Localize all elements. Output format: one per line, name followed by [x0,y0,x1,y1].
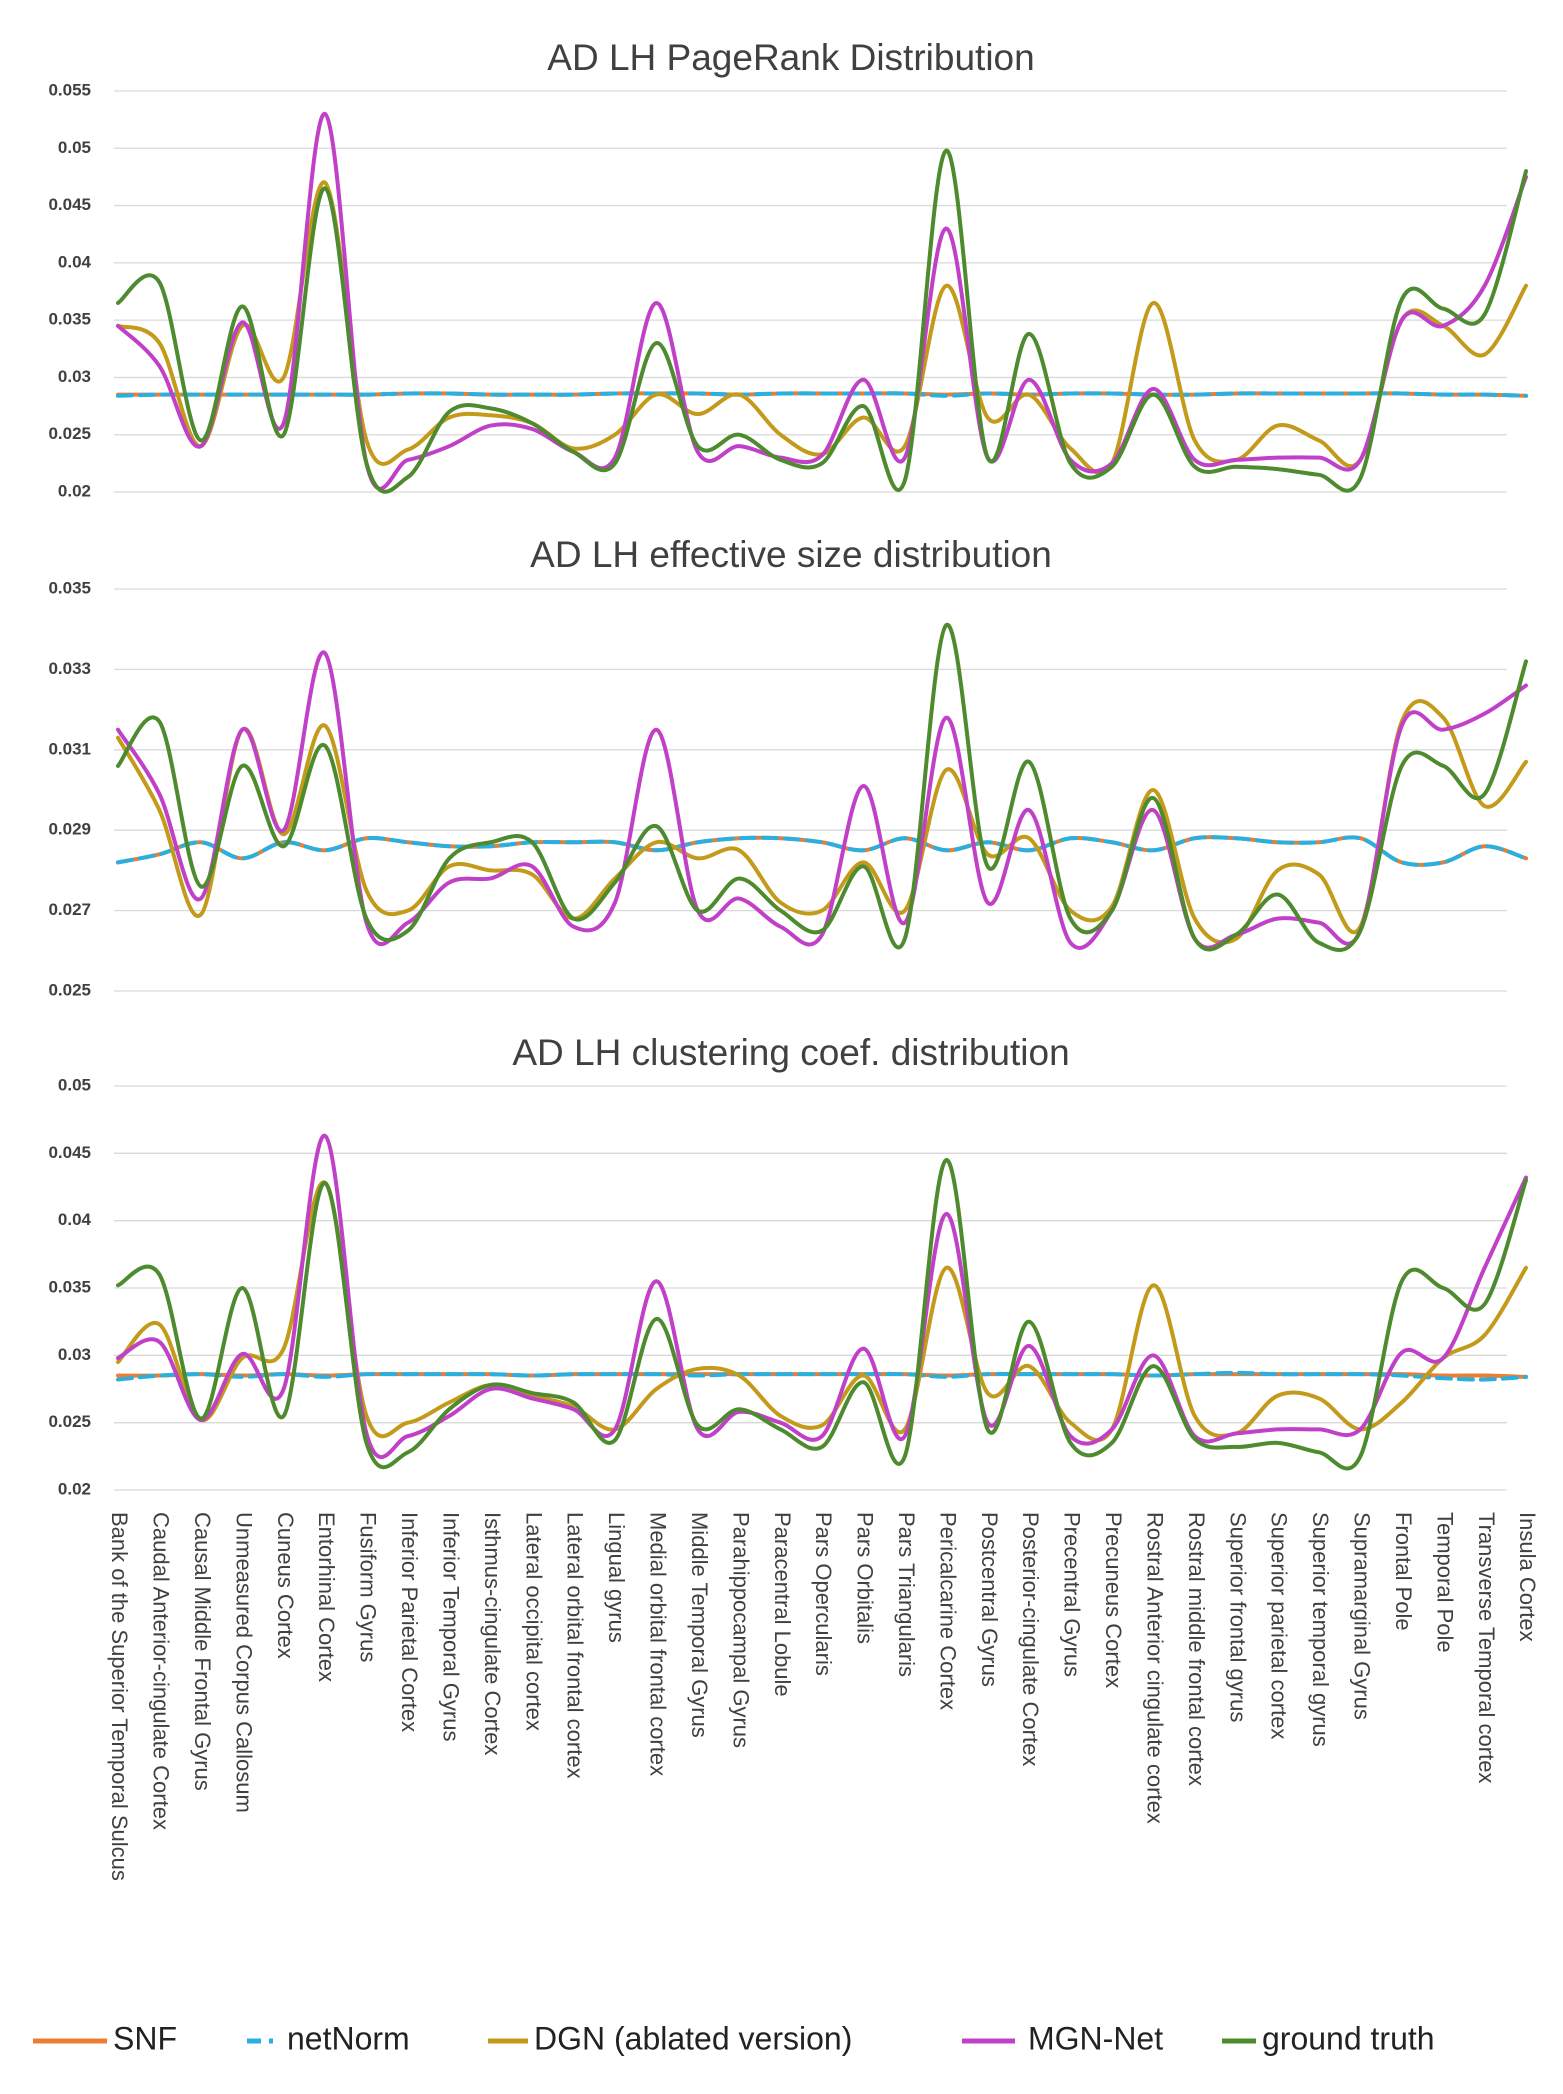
legend-label: SNF [113,2020,177,2056]
x-tick-label: Superior parietal cortex [1267,1512,1292,1739]
x-tick-label: Rostral middle frontal cortex [1184,1512,1209,1786]
x-tick-label: Supramarginal Gyrus [1350,1512,1375,1720]
y-tick-label: 0.04 [58,1210,92,1229]
series-line [116,391,1528,398]
y-tick-label: 0.031 [48,739,91,758]
x-tick-label: Isthmus-cingulate Cortex [480,1512,505,1755]
x-tick-label: Superior temporal gyrus [1308,1512,1333,1747]
y-tick-label: 0.025 [48,980,91,999]
x-tick-label: Pars Orbitalis [853,1512,878,1644]
y-tick-label: 0.04 [58,252,92,271]
x-tick-label: Pars Triangularis [894,1512,919,1677]
x-tick-label: Frontal Pole [1391,1512,1416,1631]
x-tick-label: Lateral occipital cortex [521,1512,546,1731]
x-tick-label: Rostral Anterior cingulate cortex [1142,1512,1167,1824]
y-tick-label: 0.035 [48,310,91,329]
y-tick-label: 0.03 [58,367,91,386]
series-line [116,1133,1528,1460]
y-tick-label: 0.045 [48,1143,91,1162]
y-tick-label: 0.05 [58,138,91,157]
x-tick-label: Causal Middle Frontal Gyrus [190,1512,215,1791]
series-line [116,1158,1528,1471]
x-tick-label: Superior frontal gyrus [1225,1512,1250,1722]
x-tick-label: Bank of the Superior Temporal Sulcus [107,1512,132,1881]
x-tick-label: Postcentral Gyrus [977,1512,1002,1687]
y-tick-label: 0.02 [58,481,91,500]
x-tick-label: Entorhinal Cortex [314,1512,339,1682]
x-tick-label: Pericalcarine Cortex [935,1512,960,1710]
x-tick-label: Cuneus Cortex [273,1512,298,1659]
y-tick-label: 0.025 [48,1412,91,1431]
y-tick-label: 0.055 [48,80,91,99]
y-tick-label: 0.029 [48,820,91,839]
x-tick-label: Paracentral Lobule [770,1512,795,1697]
x-tick-label: Precentral Gyrus [1060,1512,1085,1677]
y-tick-label: 0.035 [48,1277,91,1296]
x-tick-label: Middle Temporal Gyrus [687,1512,712,1738]
chart-title: AD LH clustering coef. distribution [512,1032,1069,1073]
y-tick-label: 0.02 [58,1479,91,1498]
x-tick-label: Transverse Temporal cortex [1474,1512,1499,1783]
x-tick-label: Inferior Temporal Gyrus [438,1512,463,1741]
x-tick-label: Unmeasured Corpus Callosum [231,1512,256,1813]
x-tick-label: Lateral orbital frontal cortex [563,1512,588,1779]
x-tick-label: Pars Opercularis [811,1512,836,1676]
x-tick-label: Precuneus Cortex [1101,1512,1126,1688]
chart-title: AD LH effective size distribution [530,534,1052,575]
legend-label: ground truth [1262,2020,1435,2056]
series-line [116,623,1528,952]
x-tick-label: Inferior Parietal Cortex [397,1512,422,1732]
x-tick-label: Fusiform Gyrus [356,1512,381,1662]
legend-label: netNorm [287,2020,410,2056]
series-line [116,148,1528,494]
x-tick-label: Temporal Pole [1432,1512,1457,1653]
y-tick-label: 0.045 [48,195,91,214]
legend-label: DGN (ablated version) [534,2020,852,2056]
x-tick-label: Insula Cortex [1515,1512,1540,1642]
y-tick-label: 0.027 [48,900,91,919]
series-line [116,1370,1528,1382]
y-tick-label: 0.025 [48,424,91,443]
y-tick-label: 0.033 [48,659,91,678]
x-tick-label: Medial orbital frontal cortex [646,1512,671,1776]
x-tick-label: Parahippocampal Gyrus [728,1512,753,1748]
x-tick-label: Lingual gyrus [604,1512,629,1643]
y-tick-label: 0.035 [48,578,91,597]
legend-label: MGN-Net [1028,2020,1163,2056]
chart-title: AD LH PageRank Distribution [547,37,1034,78]
y-tick-label: 0.03 [58,1345,91,1364]
y-tick-label: 0.05 [58,1075,91,1094]
x-tick-label: Posterior-cingulate Cortex [1018,1512,1043,1766]
x-tick-label: Caudal Anterior-cingulate Cortex [149,1512,174,1830]
series-line [116,111,1528,491]
